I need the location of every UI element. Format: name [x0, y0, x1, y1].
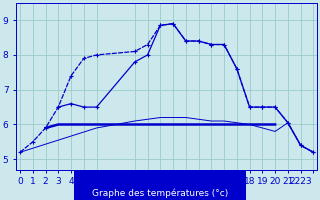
- Text: Graphe des températures (°c): Graphe des températures (°c): [92, 188, 228, 198]
- X-axis label: Graphe des températures (°c): Graphe des températures (°c): [99, 188, 235, 197]
